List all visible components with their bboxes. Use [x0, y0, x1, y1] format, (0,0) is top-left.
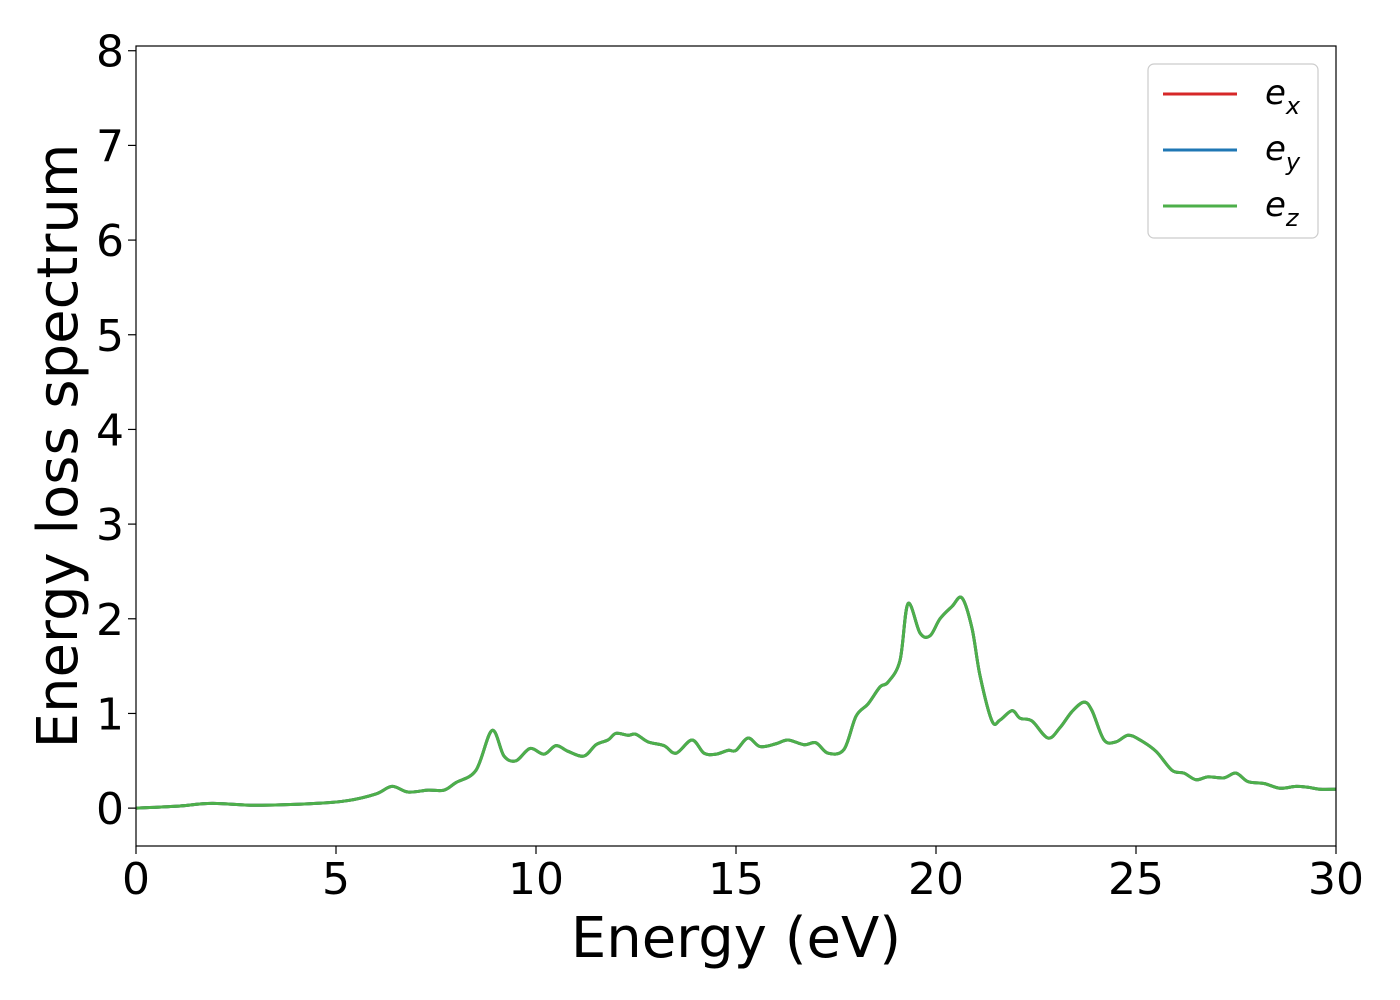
x-tick-label: 0 — [122, 854, 150, 905]
x-tick-label: 10 — [508, 854, 564, 905]
y-tick-label: 3 — [96, 500, 124, 551]
y-axis: 0 1 2 3 4 5 6 7 8 — [96, 27, 136, 835]
y-tick-label: 4 — [96, 405, 124, 456]
y-tick-label: 8 — [96, 27, 124, 78]
series-line-y — [136, 595, 1336, 810]
x-tick-label: 5 — [322, 854, 350, 905]
x-axis: 0 5 10 15 20 25 30 — [122, 846, 1364, 905]
series-layer — [136, 595, 1336, 810]
y-tick-label: 7 — [96, 121, 124, 172]
y-axis-title: Energy loss spectrum — [26, 144, 91, 749]
y-tick-label: 2 — [96, 595, 124, 646]
x-tick-label: 15 — [708, 854, 764, 905]
x-tick-label: 30 — [1308, 854, 1364, 905]
x-tick-label: 20 — [908, 854, 964, 905]
x-axis-title: Energy (eV) — [571, 906, 901, 971]
series-line-z — [136, 595, 1336, 810]
y-tick-label: 5 — [96, 311, 124, 362]
y-tick-label: 0 — [96, 784, 124, 835]
x-tick-label: 25 — [1108, 854, 1164, 905]
y-tick-label: 1 — [96, 689, 124, 740]
series-line-x — [136, 595, 1336, 810]
y-tick-label: 6 — [96, 216, 124, 267]
